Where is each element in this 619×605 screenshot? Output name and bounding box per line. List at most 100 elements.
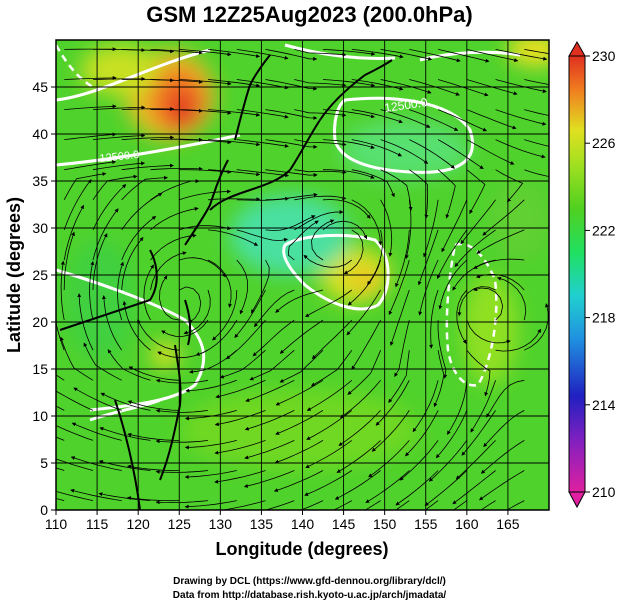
streamline [60, 336, 94, 381]
streamline [495, 169, 524, 203]
streamline [457, 286, 496, 317]
streamline [380, 169, 413, 211]
streamline [243, 470, 295, 488]
lat-lon-grid [56, 40, 549, 510]
y-axis-label: Latitude (degrees) [4, 197, 24, 353]
streamline [179, 79, 232, 86]
streamline [184, 440, 237, 450]
streamline [412, 380, 439, 433]
streamline [92, 208, 119, 261]
streamline [466, 139, 515, 165]
streamline [63, 179, 92, 231]
streamline [351, 109, 403, 124]
streamline [380, 49, 433, 61]
streamline [245, 379, 295, 402]
streamline [150, 251, 187, 291]
streamline [351, 319, 381, 370]
streamline [64, 160, 117, 171]
streamline [524, 49, 549, 55]
streamline [482, 199, 525, 236]
streamline [195, 319, 238, 356]
streamline [236, 109, 289, 119]
streamline [466, 169, 486, 214]
streamline [388, 350, 410, 404]
streamline [506, 500, 525, 510]
streamline [60, 260, 65, 321]
x-tick-label: 150 [373, 516, 397, 532]
streamline [322, 79, 376, 88]
streamline [424, 500, 439, 510]
x-tick-label: 155 [414, 516, 438, 532]
streamline [367, 229, 383, 286]
streamline [305, 440, 353, 468]
streamline [143, 264, 154, 321]
colorbar-tick-label: 218 [592, 310, 616, 326]
streamline [473, 258, 525, 269]
streamline [179, 109, 232, 115]
streamline [351, 49, 404, 59]
streamline [279, 319, 324, 354]
streamline [524, 79, 549, 85]
streamline [155, 500, 209, 505]
streamline [364, 500, 381, 510]
x-tick-label: 145 [332, 516, 356, 532]
streamline [447, 380, 468, 435]
streamline [480, 440, 525, 474]
streamline [207, 229, 259, 246]
streamline [322, 220, 368, 240]
streamline [214, 470, 266, 484]
streamline [121, 236, 144, 291]
y-tick-label: 15 [32, 361, 48, 377]
streamline [214, 410, 266, 427]
x-tick-label: 165 [496, 516, 520, 532]
streamline [438, 49, 490, 63]
streamline [219, 349, 266, 379]
streamline [303, 254, 353, 268]
streamline [347, 259, 381, 306]
streamline [56, 390, 94, 411]
streamline [310, 349, 353, 387]
dashed-contours [56, 44, 498, 387]
streamline [64, 104, 117, 110]
y-tick-label: 40 [32, 126, 48, 142]
streamline [236, 139, 289, 148]
y-tick-label: 5 [40, 455, 48, 471]
streamline [437, 169, 456, 219]
streamline [150, 206, 199, 231]
streamline [265, 139, 318, 149]
streamline [127, 464, 180, 471]
streamline [483, 410, 525, 448]
streamline [429, 289, 439, 349]
streamline [179, 139, 232, 145]
streamline [183, 289, 211, 335]
streamline [418, 259, 439, 316]
streamline [437, 320, 448, 379]
streamline [424, 470, 468, 506]
streamline [340, 380, 381, 419]
streamline [63, 204, 84, 261]
credit-drawing: Drawing by DCL (https://www.gfd-dennou.o… [173, 576, 446, 587]
streamline [409, 109, 459, 131]
streamline [423, 199, 439, 258]
streamline [395, 500, 410, 510]
streamline [409, 49, 461, 63]
streamline [294, 210, 344, 231]
streamline [92, 76, 146, 81]
streamline [155, 439, 209, 444]
streamline [92, 161, 146, 171]
colorbar-tick-label: 230 [592, 48, 616, 64]
streamline [56, 425, 94, 441]
streamline [121, 215, 157, 261]
streamline [56, 490, 94, 501]
streamline [92, 133, 146, 140]
streamline [495, 109, 547, 126]
streamline [351, 139, 402, 157]
y-axis-ticks: 0 5 10 15 20 25 30 35 40 45 [32, 79, 56, 518]
streamline [64, 75, 117, 80]
streamline [155, 469, 209, 474]
streamline [184, 500, 237, 509]
streamline [454, 229, 496, 268]
streamline [251, 259, 270, 314]
streamline [155, 378, 209, 384]
streamline [466, 319, 511, 344]
